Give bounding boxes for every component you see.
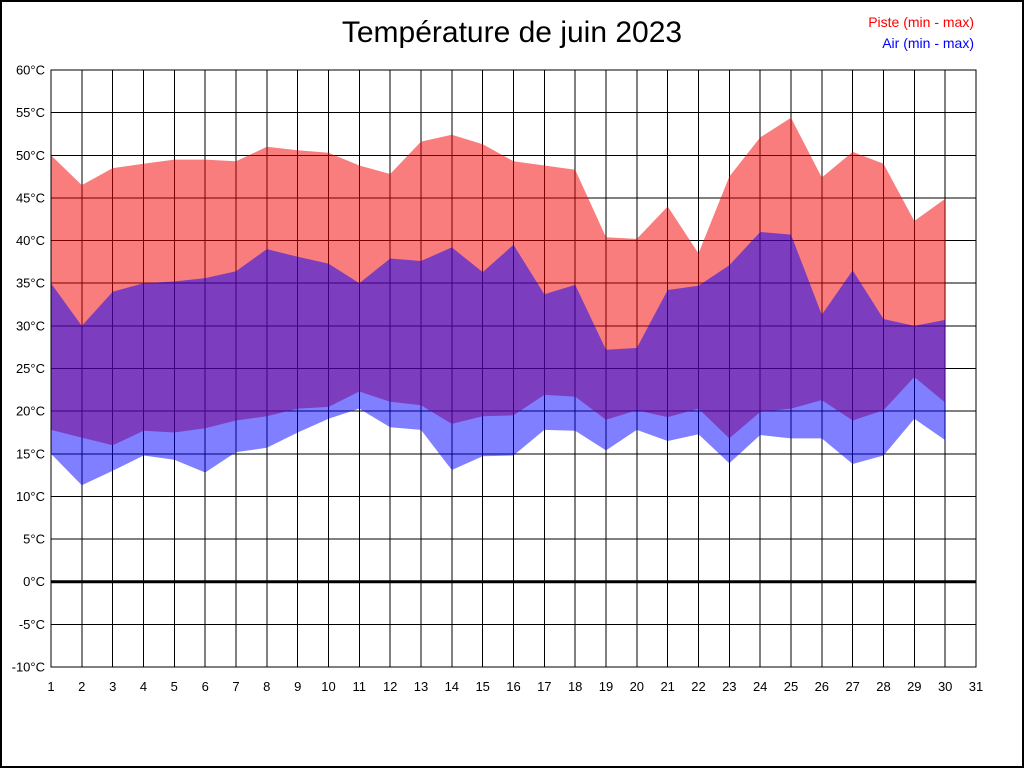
x-tick-labels: 1 2 3 4 5 6 7 8 9 10 11 12 13 14 15 16 17 18 19 20 21 22 23 24 2… xyxy=(47,679,983,694)
x-tick-label: 23 xyxy=(722,679,736,694)
band-air xyxy=(51,232,946,486)
x-tick-label: 28 xyxy=(876,679,890,694)
y-tick-label: 15°C xyxy=(16,446,45,461)
y-tick-label: 35°C xyxy=(16,276,45,291)
y-tick-label: 5°C xyxy=(23,532,45,547)
x-tick-label: 2 xyxy=(78,679,85,694)
chart-title: Température de juin 2023 xyxy=(341,16,683,49)
y-tick-label: -10°C xyxy=(12,660,45,675)
x-tick-label: 26 xyxy=(815,679,829,694)
y-tick-label: 20°C xyxy=(16,404,45,419)
y-tick-label: 50°C xyxy=(16,148,45,163)
x-tick-label: 17 xyxy=(537,679,551,694)
x-tick-label: 16 xyxy=(506,679,520,694)
x-tick-label: 27 xyxy=(845,679,859,694)
y-tick-label: 0°C xyxy=(23,574,45,589)
x-tick-label: 29 xyxy=(907,679,921,694)
legend-item-piste: Piste (min - max) xyxy=(868,14,974,30)
x-tick-label: 9 xyxy=(294,679,301,694)
y-tick-label: 10°C xyxy=(16,489,45,504)
x-tick-label: 30 xyxy=(938,679,952,694)
x-tick-label: 12 xyxy=(383,679,397,694)
x-tick-label: 25 xyxy=(784,679,798,694)
x-tick-label: 3 xyxy=(109,679,116,694)
y-tick-label: -5°C xyxy=(19,617,45,632)
x-tick-label: 19 xyxy=(599,679,613,694)
plot-border xyxy=(50,69,977,668)
x-tick-label: 11 xyxy=(353,679,367,694)
x-tick-label: 4 xyxy=(140,679,147,694)
x-tick-label: 5 xyxy=(171,679,178,694)
y-tick-label: 45°C xyxy=(16,190,45,205)
x-tick-label: 6 xyxy=(202,679,209,694)
x-tick-label: 1 xyxy=(47,679,54,694)
x-tick-label: 15 xyxy=(475,679,489,694)
x-tick-label: 21 xyxy=(660,679,674,694)
legend: Piste (min - max) Air (min - max) xyxy=(868,12,974,54)
y-tick-label: 25°C xyxy=(16,361,45,376)
x-tick-label: 18 xyxy=(568,679,582,694)
y-tick-label: 60°C xyxy=(16,63,45,78)
x-tick-label: 22 xyxy=(691,679,705,694)
x-tick-label: 24 xyxy=(753,679,767,694)
x-tick-label: 8 xyxy=(263,679,270,694)
y-tick-label: 30°C xyxy=(16,318,45,333)
x-tick-label: 7 xyxy=(232,679,239,694)
y-tick-labels: 60°C 55°C 50°C 45°C 40°C 35°C 30°C 25°C 20°C 15°C… xyxy=(12,63,45,675)
x-tick-label: 14 xyxy=(445,679,459,694)
x-tick-label: 10 xyxy=(321,679,335,694)
x-tick-label: 13 xyxy=(414,679,428,694)
y-tick-label: 40°C xyxy=(16,233,45,248)
x-tick-label: 31 xyxy=(969,679,983,694)
legend-item-air: Air (min - max) xyxy=(882,35,974,51)
x-tick-label: 20 xyxy=(630,679,644,694)
y-tick-label: 55°C xyxy=(16,105,45,120)
